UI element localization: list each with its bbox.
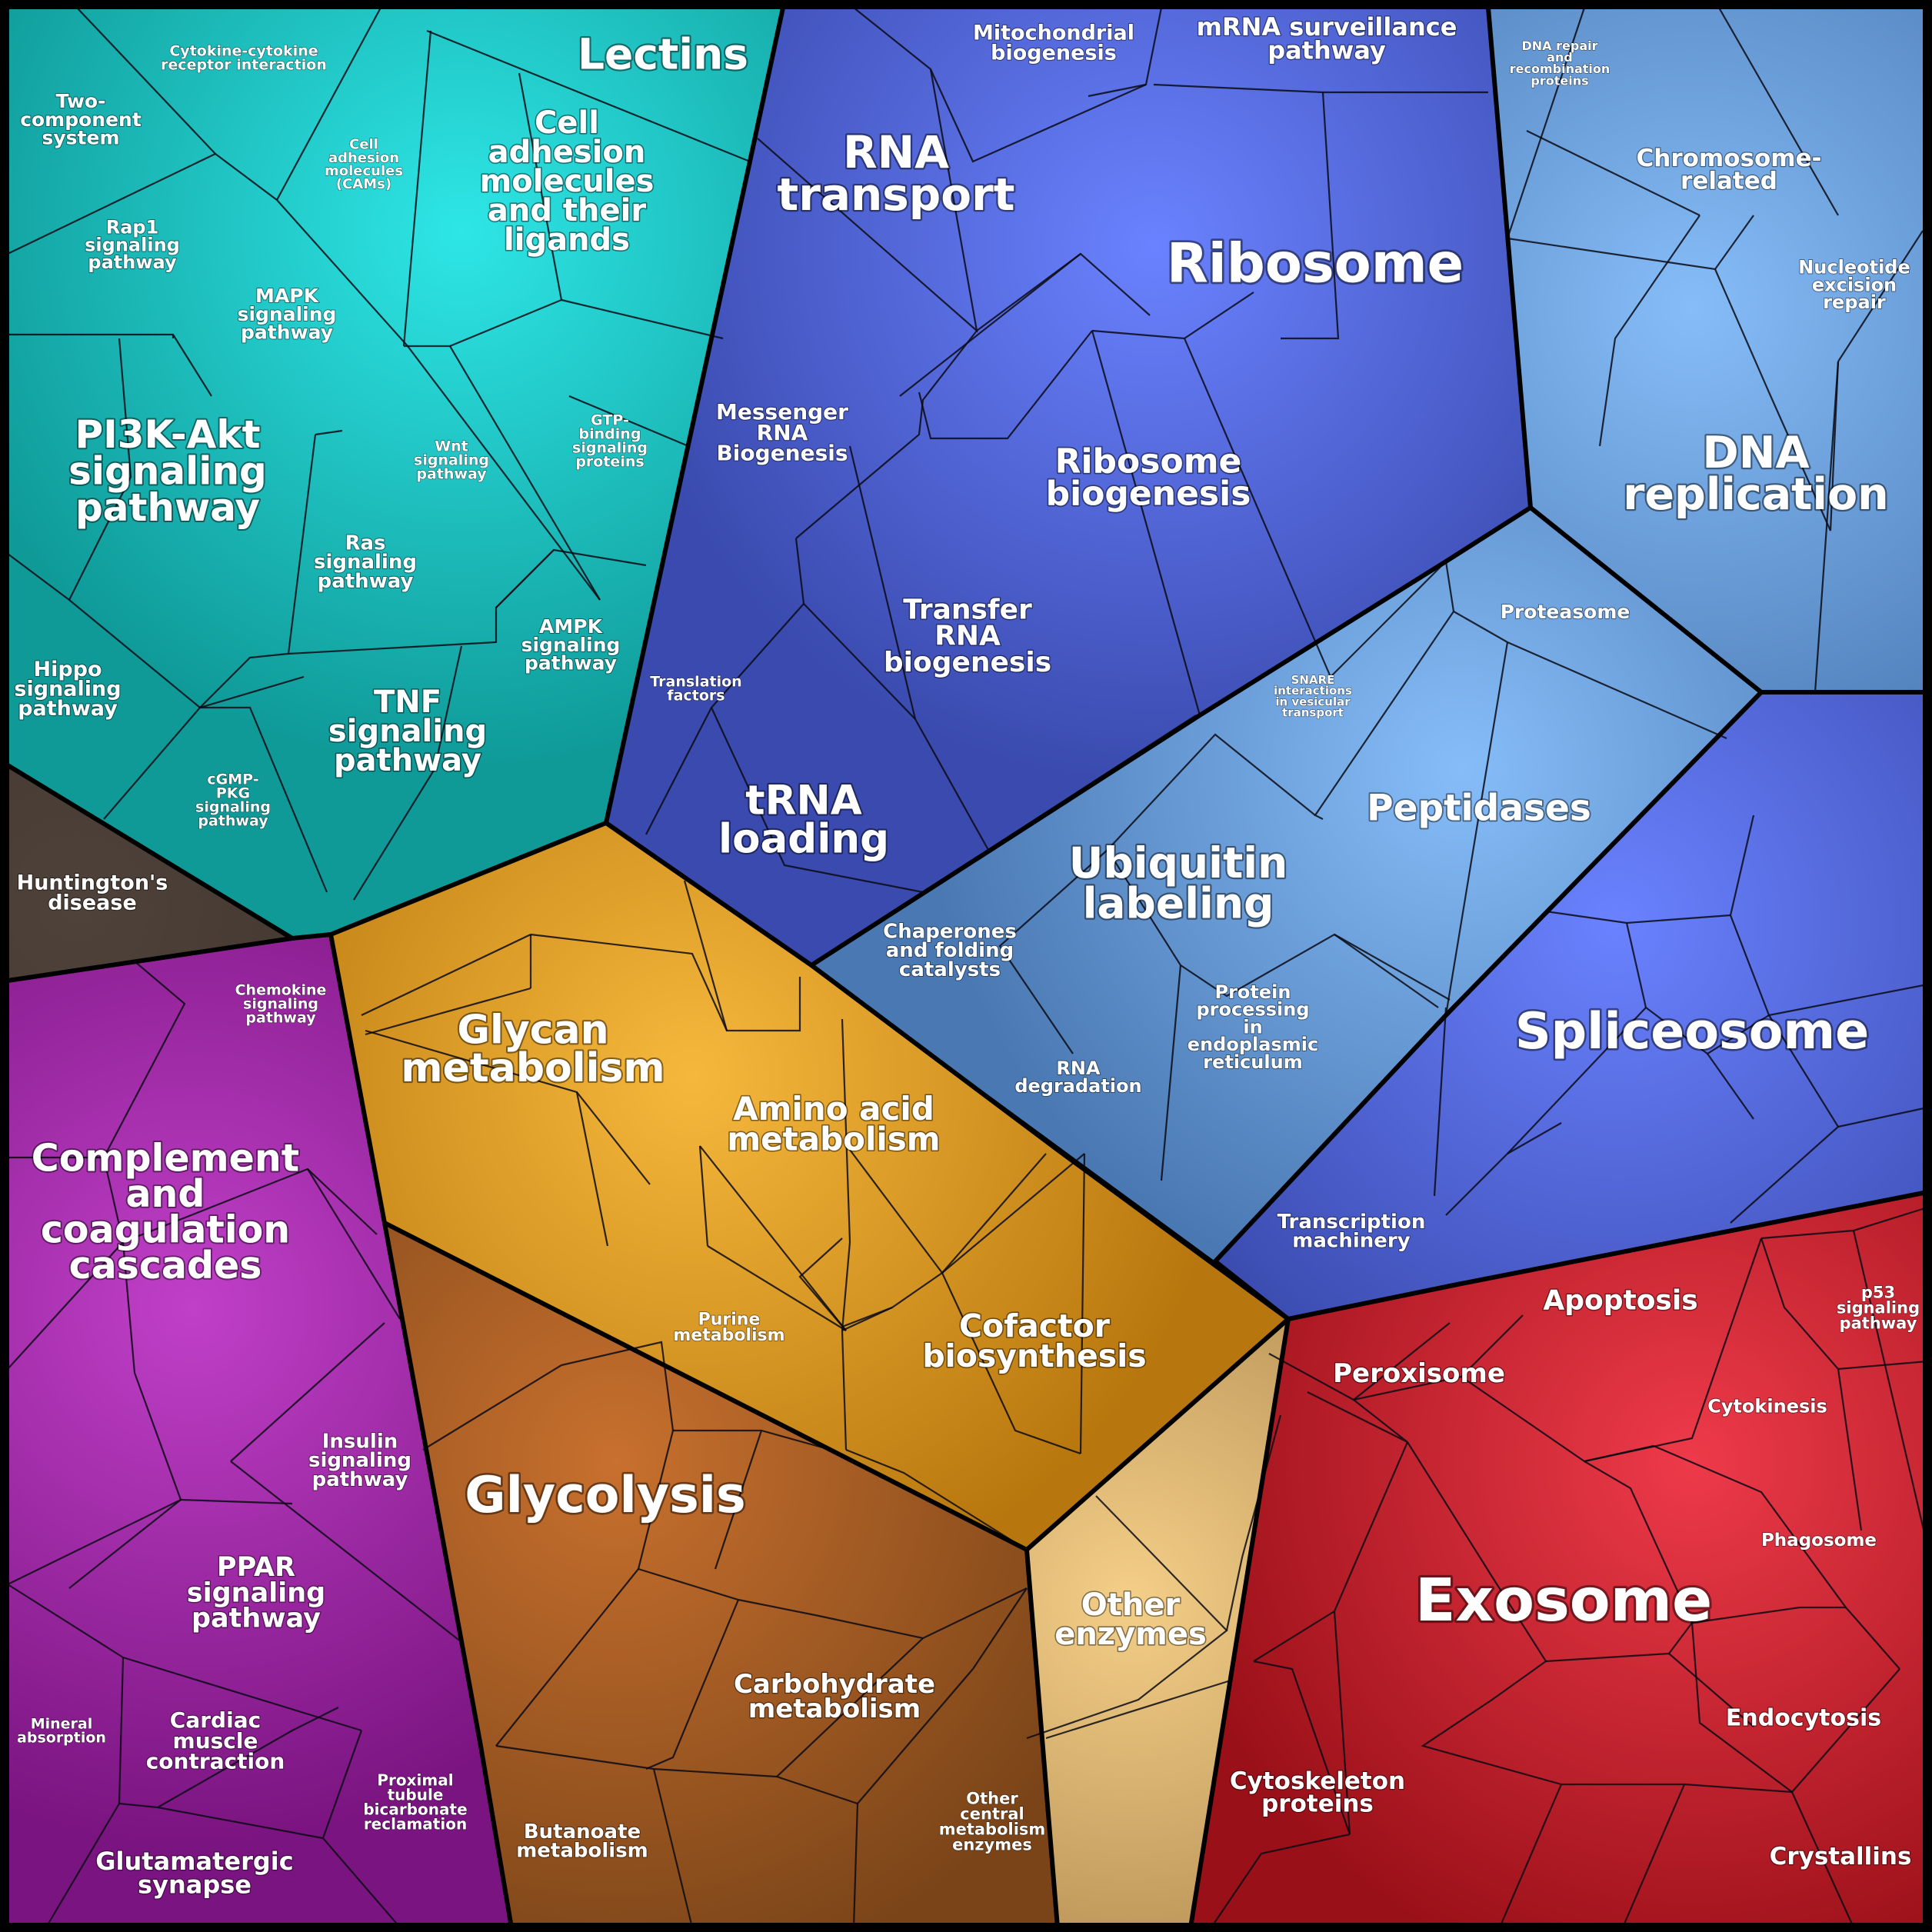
- label-amino: Amino acid metabolism: [727, 1090, 940, 1158]
- label-cytoskeleton: Cytoskeleton proteins: [1230, 1767, 1405, 1817]
- label-transcription: Transcription machinery: [1277, 1211, 1426, 1253]
- label-mrna-surv: mRNA surveillance pathway: [1197, 12, 1457, 65]
- label-ppar: PPAR signaling pathway: [187, 1552, 325, 1634]
- label-tnf: TNF signaling pathway: [328, 685, 487, 778]
- label-huntington: Huntington's disease: [17, 871, 168, 915]
- label-pi3k: PI3K-Akt signaling pathway: [68, 412, 267, 530]
- label-two-component: Two-component system: [20, 90, 142, 149]
- label-protein-er: Protein processing in endoplasmic reticulum: [1188, 981, 1318, 1073]
- label-dna-repair: DNA repair and recombination proteins: [1510, 38, 1611, 88]
- region-protein-fate: [811, 508, 1761, 1261]
- region-other-enzymes: [1027, 1319, 1288, 1927]
- region-huntingtons: [8, 765, 292, 981]
- label-glycolysis: Glycolysis: [465, 1467, 746, 1524]
- label-proximal: Proximal tubule bicarbonate reclamation: [363, 1771, 467, 1834]
- label-chaperones: Chaperones and folding catalysts: [883, 920, 1017, 981]
- label-exosome: Exosome: [1415, 1567, 1712, 1635]
- label-cgmp: cGMP-PKG signaling pathway: [195, 771, 271, 830]
- label-cytokine-receptor: Cytokine-cytokine receptor interaction: [161, 43, 327, 74]
- label-apoptosis: Apoptosis: [1543, 1285, 1697, 1317]
- label-cofactor: Cofactor biosynthesis: [922, 1307, 1146, 1374]
- label-lectins: Lectins: [578, 29, 748, 78]
- label-mapk: MAPK signaling pathway: [238, 285, 337, 344]
- region-splicing: [1215, 692, 1927, 1319]
- label-endocytosis: Endocytosis: [1726, 1705, 1881, 1732]
- label-mineral: Mineral absorption: [17, 1716, 106, 1747]
- label-cell-adhesion: Cell adhesion molecules and their ligands: [480, 105, 655, 258]
- region-rna-processing: [606, 8, 1531, 965]
- region-signaling-transport: [8, 934, 511, 1927]
- label-purine: Purine metabolism: [673, 1310, 784, 1345]
- label-messenger: Messenger RNA Biogenesis: [716, 399, 848, 465]
- region-central-carbon: [385, 1223, 1058, 1927]
- label-cytokinesis: Cytokinesis: [1707, 1395, 1827, 1417]
- label-chromosome: Chromosome-related: [1637, 145, 1822, 195]
- label-crystallins: Crystallins: [1770, 1843, 1912, 1870]
- label-ras: Ras signaling pathway: [314, 531, 417, 592]
- category-borders: [6, 7, 1928, 1928]
- label-transfer-rna: Transfer RNA biogenesis: [884, 594, 1051, 678]
- region-cellular-processes: [1191, 1192, 1927, 1927]
- label-phagosome: Phagosome: [1761, 1531, 1877, 1551]
- label-p53: p53 signaling pathway: [1837, 1283, 1920, 1332]
- label-complement: Complement and coagulation cascades: [32, 1136, 299, 1287]
- region-metabolism: [331, 823, 1288, 1550]
- label-chemokine: Chemokine signaling pathway: [235, 982, 327, 1027]
- label-dna-rep: DNA replication: [1623, 428, 1888, 520]
- label-ribosome: Ribosome: [1167, 232, 1464, 295]
- subcategory-borders: [7, 7, 1929, 1928]
- label-gtp: GTP-binding signaling proteins: [572, 412, 648, 471]
- label-mito: Mitochondrial biogenesis: [973, 22, 1134, 65]
- label-translation: Translation factors: [650, 674, 741, 705]
- label-ampk: AMPK signaling pathway: [521, 615, 621, 675]
- label-glutamatergic: Glutamatergic synapse: [95, 1847, 293, 1899]
- label-other-enzymes: Other enzymes: [1054, 1587, 1207, 1652]
- label-spliceosome: Spliceosome: [1515, 1003, 1869, 1061]
- label-glycan: Glycan metabolism: [401, 1008, 665, 1091]
- label-rap1: Rap1 signaling pathway: [85, 217, 180, 274]
- label-cams: Cell adhesion molecules (CAMs): [325, 137, 403, 192]
- label-peptidases: Peptidases: [1367, 787, 1591, 829]
- label-carbohydrate: Carbohydrate metabolism: [734, 1669, 935, 1724]
- label-snare: SNARE interactions in vesicular transport: [1274, 673, 1352, 720]
- label-nucleotide: Nucleotide excision repair: [1798, 257, 1910, 314]
- label-hippo: Hippo signaling pathway: [14, 658, 121, 721]
- label-peroxisome: Peroxisome: [1333, 1358, 1505, 1389]
- label-cardiac: Cardiac muscle contraction: [146, 1707, 285, 1774]
- label-rna-deg: RNA degradation: [1014, 1058, 1141, 1097]
- label-other-central: Other central metabolism enzymes: [939, 1789, 1046, 1854]
- label-insulin: Insulin signaling pathway: [308, 1430, 411, 1491]
- label-ubiquitin: Ubiquitin labeling: [1069, 838, 1288, 928]
- label-ribosome-bio: Ribosome biogenesis: [1046, 442, 1251, 514]
- label-butanoate: Butanoate metabolism: [516, 1820, 648, 1863]
- label-wnt: Wnt signaling pathway: [414, 438, 489, 483]
- label-rna-transport: RNA transport: [778, 126, 1015, 221]
- label-trna: tRNA loading: [718, 777, 889, 862]
- label-proteasome: Proteasome: [1501, 601, 1631, 623]
